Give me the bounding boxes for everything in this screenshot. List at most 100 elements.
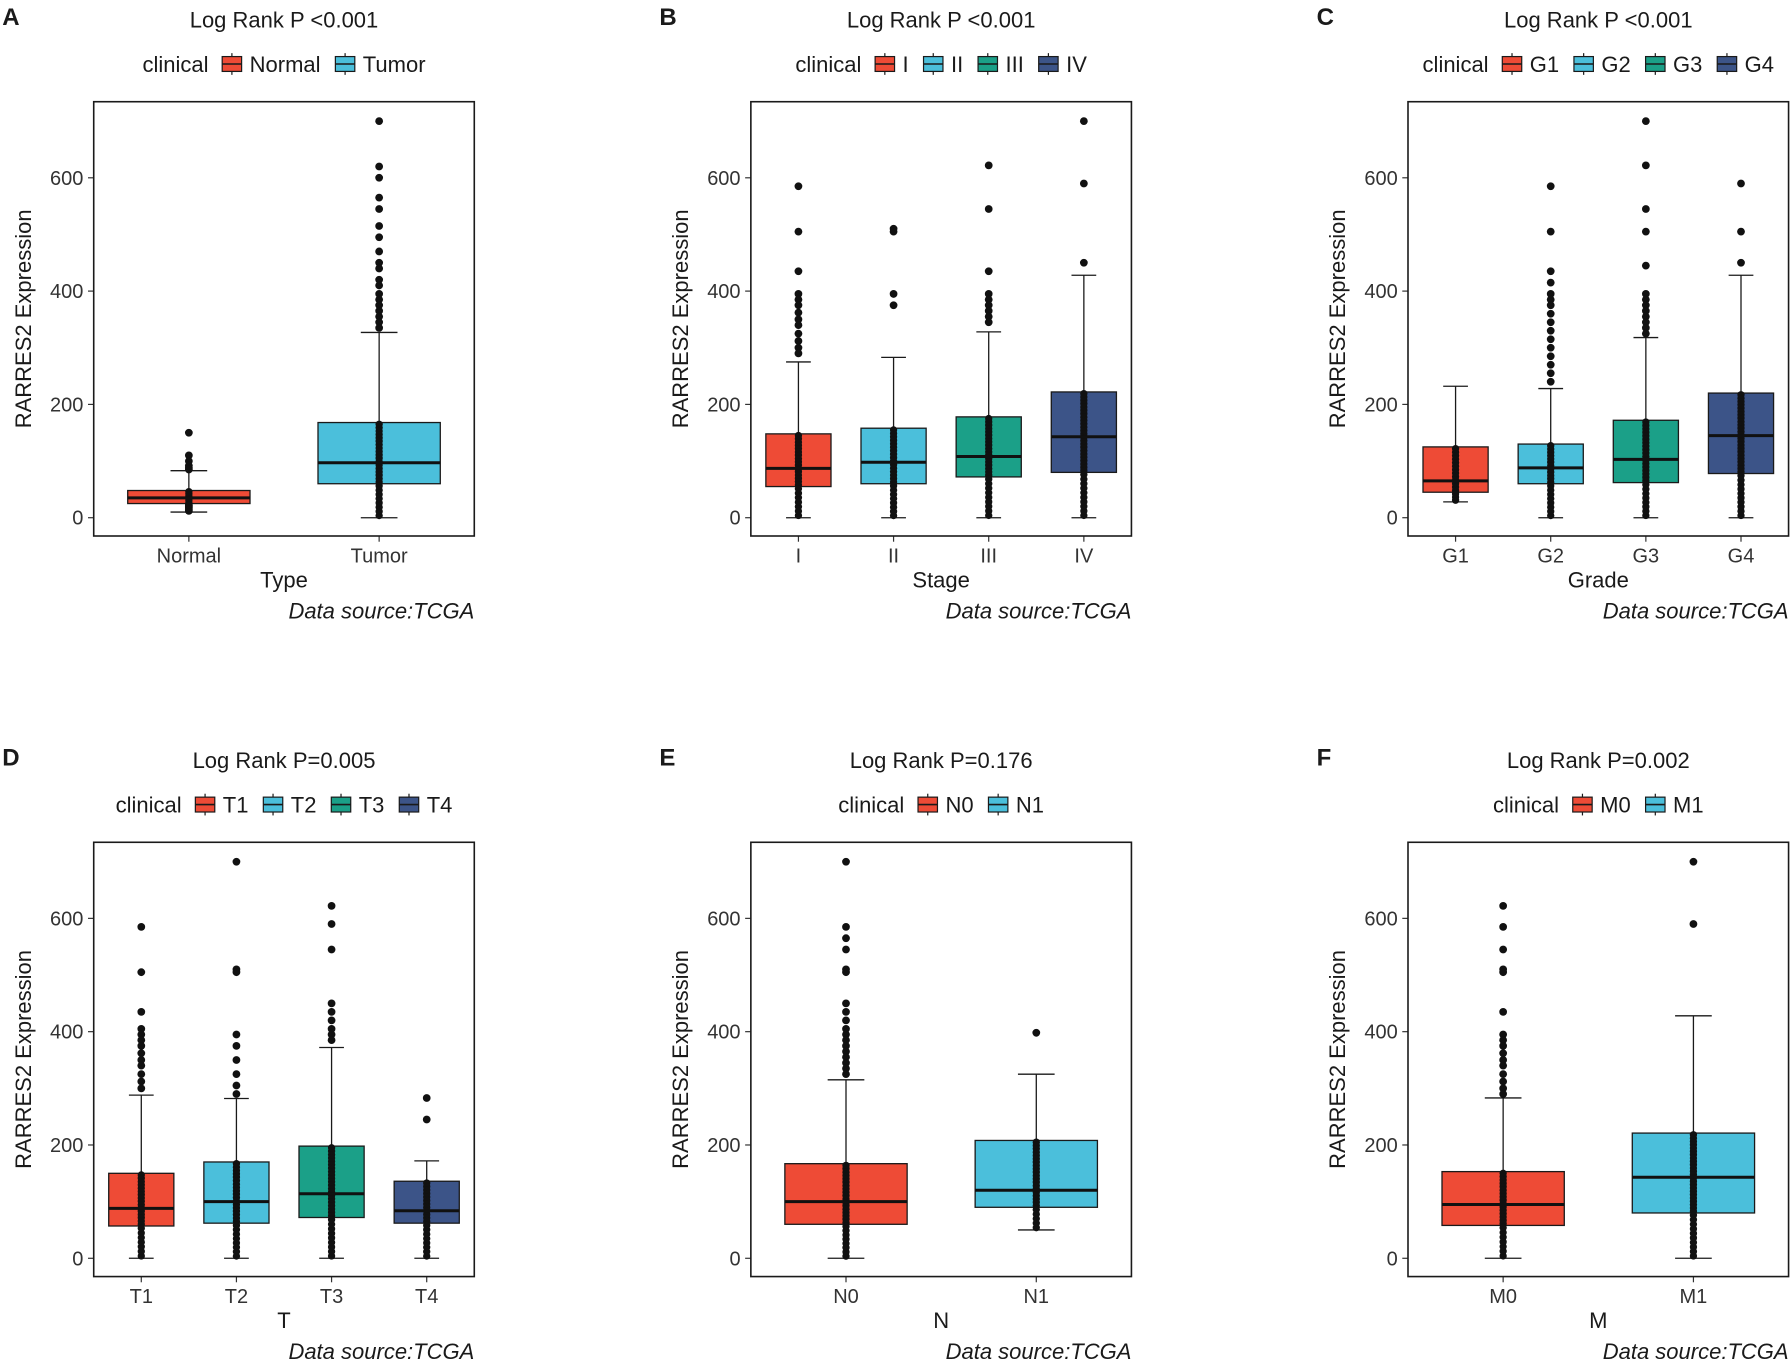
outlier-point bbox=[794, 301, 803, 310]
outlier-point bbox=[984, 312, 993, 321]
x-tick-label: N0 bbox=[833, 1286, 859, 1308]
outlier-point bbox=[375, 295, 384, 304]
data-point bbox=[1499, 1169, 1507, 1177]
outlier-point bbox=[794, 182, 803, 191]
legend-entry: Normal bbox=[250, 52, 321, 77]
box-t2 bbox=[203, 857, 270, 1260]
points bbox=[1499, 902, 1508, 1260]
outlier-point bbox=[327, 1016, 336, 1025]
outlier-point bbox=[794, 290, 803, 298]
outlier-point bbox=[1641, 301, 1650, 310]
data-point bbox=[137, 1224, 145, 1232]
outlier-point bbox=[327, 902, 336, 910]
outlier-point bbox=[375, 290, 384, 298]
legend-entry: G4 bbox=[1745, 52, 1774, 77]
outlier-point bbox=[137, 968, 146, 977]
legend-entry: M1 bbox=[1673, 793, 1704, 818]
x-axis-title: N bbox=[933, 1308, 949, 1333]
y-tick-label: 200 bbox=[1364, 1135, 1397, 1157]
legend-entry: T4 bbox=[427, 793, 453, 818]
outlier-point bbox=[794, 343, 803, 352]
outlier-point bbox=[137, 922, 146, 931]
data-point bbox=[375, 420, 383, 428]
legend: clinical T1 T2 T3 T4 bbox=[116, 793, 453, 818]
x-tick-label: Tumor bbox=[351, 545, 408, 567]
legend-entry: III bbox=[1005, 52, 1023, 77]
outlier-point bbox=[1546, 182, 1555, 191]
chart-panel-c: C Log Rank P <0.001 clinical G1 G2 G3 G4 0 200 40… bbox=[1317, 4, 1790, 623]
x-axis-title: M bbox=[1589, 1308, 1607, 1333]
data-point bbox=[1080, 389, 1088, 398]
panel-label: F bbox=[1317, 745, 1332, 772]
outlier-point bbox=[842, 1070, 850, 1079]
outlier-point bbox=[984, 205, 993, 213]
outlier-point bbox=[842, 1024, 850, 1033]
outlier-point bbox=[327, 1007, 336, 1016]
points bbox=[794, 182, 803, 520]
plot-frame bbox=[92, 100, 476, 537]
outlier-point bbox=[984, 295, 993, 304]
panel-label: D bbox=[2, 745, 19, 772]
data-point bbox=[794, 431, 803, 440]
plot-frame bbox=[1407, 841, 1790, 1278]
y-tick-label: 600 bbox=[1364, 168, 1397, 190]
outlier-point bbox=[842, 857, 850, 866]
chart-title: Log Rank P <0.001 bbox=[190, 7, 379, 32]
outlier-point bbox=[137, 1056, 146, 1064]
outlier-point bbox=[1546, 227, 1555, 236]
x-tick-label: Normal bbox=[157, 545, 221, 567]
outlier-point bbox=[137, 1041, 146, 1050]
outlier-point bbox=[137, 1084, 146, 1093]
outlier-point bbox=[1641, 312, 1650, 321]
outlier-point bbox=[794, 308, 803, 317]
box-n0 bbox=[784, 857, 908, 1260]
box-t3 bbox=[298, 902, 365, 1260]
outlier-point bbox=[422, 1094, 431, 1102]
x-tick-label: M1 bbox=[1680, 1286, 1708, 1308]
legend-title: clinical bbox=[795, 52, 861, 77]
box-tumor bbox=[317, 117, 441, 520]
outlier-point bbox=[184, 428, 193, 437]
points bbox=[1451, 444, 1460, 504]
outlier-point bbox=[1546, 301, 1555, 310]
outlier-point bbox=[1499, 1061, 1508, 1070]
points bbox=[137, 922, 146, 1260]
data-point bbox=[985, 475, 993, 483]
legend-title: clinical bbox=[838, 793, 904, 818]
outlier-point bbox=[1546, 318, 1555, 327]
legend-entry: T3 bbox=[359, 793, 385, 818]
legend-entry: T2 bbox=[291, 793, 317, 818]
outlier-point bbox=[1079, 117, 1088, 126]
x-tick-label: T4 bbox=[415, 1286, 438, 1308]
points bbox=[1032, 1028, 1041, 1232]
data-point bbox=[375, 482, 383, 490]
outlier-point bbox=[1546, 290, 1555, 298]
y-tick-label: 600 bbox=[707, 908, 740, 930]
outlier-point bbox=[984, 267, 993, 276]
data-point bbox=[137, 1171, 145, 1179]
panel-label: A bbox=[2, 4, 19, 31]
data-source-caption: Data source:TCGA bbox=[288, 598, 474, 623]
x-tick-label: M0 bbox=[1489, 1286, 1517, 1308]
outlier-point bbox=[375, 162, 384, 171]
box-iii bbox=[955, 161, 1022, 520]
outlier-point bbox=[1546, 267, 1555, 276]
data-point bbox=[889, 482, 898, 490]
outlier-point bbox=[375, 222, 384, 230]
outlier-point bbox=[422, 1115, 431, 1124]
outlier-point bbox=[984, 161, 993, 170]
box-g2 bbox=[1517, 182, 1584, 520]
y-tick-label: 400 bbox=[50, 281, 83, 303]
outlier-point bbox=[842, 1016, 850, 1025]
data-point bbox=[1737, 391, 1745, 399]
outlier-point bbox=[984, 318, 993, 327]
points bbox=[1079, 117, 1088, 520]
x-axis-title: T bbox=[277, 1308, 290, 1333]
outlier-point bbox=[1499, 1049, 1508, 1058]
y-tick-label: 600 bbox=[707, 168, 740, 190]
y-tick-label: 0 bbox=[1387, 1248, 1398, 1270]
y-tick-label: 200 bbox=[50, 394, 83, 416]
data-point bbox=[423, 1179, 431, 1187]
y-tick-label: 400 bbox=[707, 281, 740, 303]
